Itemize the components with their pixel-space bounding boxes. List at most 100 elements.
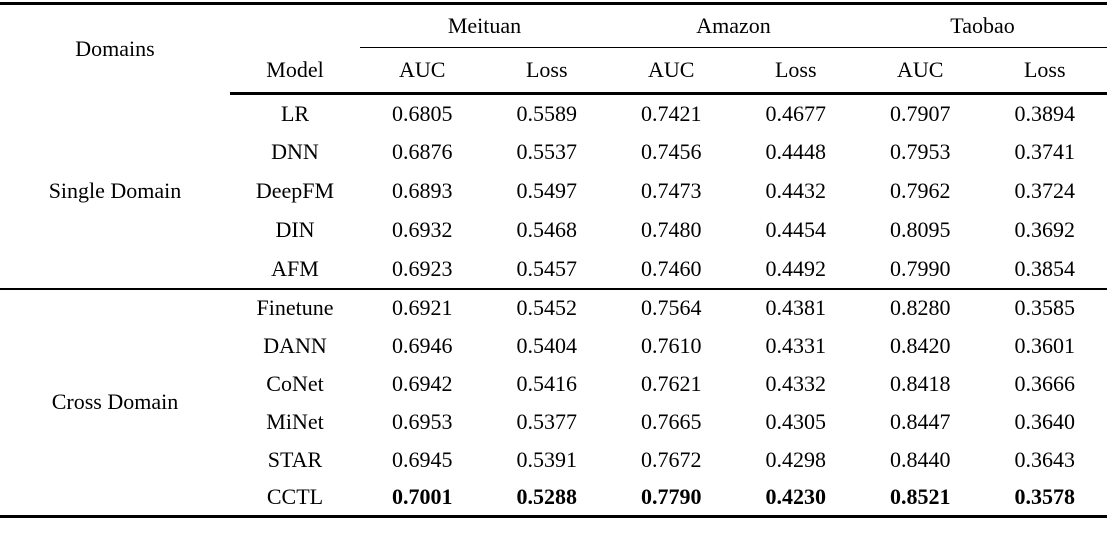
metric-header-row: Model AUC Loss AUC Loss AUC Loss (0, 47, 1107, 95)
metric-value: 0.5457 (516, 255, 578, 281)
header-auc-amazon: AUC (609, 47, 734, 95)
model-name: Finetune (230, 287, 360, 327)
model-name: DIN (275, 217, 315, 242)
domain-label-cross: Cross Domain (0, 287, 230, 517)
metric-value: 0.7962 (890, 178, 951, 203)
metric-value: 0.6942 (392, 370, 453, 396)
metric-value: 0.6932 (392, 217, 453, 242)
metric-value: 0.4454 (765, 217, 827, 242)
metric-value: 0.3854 (1014, 255, 1076, 281)
metric-value: 0.7610 (641, 332, 702, 358)
metric-value: 0.7665 (641, 408, 702, 434)
header-loss-taobao: Loss (982, 47, 1107, 95)
metric-value: 0.5497 (516, 178, 578, 203)
header-loss-meituan: Loss (484, 47, 610, 95)
metric-value: 0.7456 (641, 139, 702, 164)
metric-value: 0.6805 (392, 100, 453, 126)
metric-value: 0.8420 (890, 332, 951, 358)
metric-value: 0.7421 (641, 100, 702, 126)
table-row: DNN 0.6876 0.5537 0.7456 0.4448 0.7953 0… (0, 133, 1107, 172)
model-name: STAR (267, 446, 323, 472)
header-domains: Domains (75, 36, 155, 62)
table-row: Cross Domain Finetune 0.6921 0.5452 0.75… (0, 287, 1107, 517)
table-row: DANN 0.6946 0.5404 0.7610 0.4331 0.8420 … (0, 327, 1107, 365)
metric-value: 0.6946 (392, 332, 453, 358)
metric-value: 0.5377 (516, 408, 578, 434)
results-table-container: Domains Meituan Amazon Taobao Model AUC … (0, 2, 1107, 518)
metric-value: 0.4305 (765, 408, 827, 434)
metric-value: 0.8095 (890, 217, 951, 242)
table-row: Single Domain LR 0.6805 0.5589 0.7421 0.… (0, 94, 1107, 201)
metric-value: 0.5537 (516, 139, 578, 164)
metric-value: 0.4332 (765, 370, 827, 396)
metric-value: 0.8418 (890, 370, 951, 396)
metric-value: 0.7990 (890, 255, 951, 281)
metric-value: 0.7790 (641, 483, 702, 509)
metric-value: 0.7473 (641, 178, 702, 203)
model-name: DeepFM (255, 178, 335, 203)
metric-value: 0.3601 (1014, 332, 1076, 358)
metric-value: 0.4432 (765, 178, 827, 203)
metric-value: 0.6945 (392, 446, 453, 472)
metric-value: 0.7621 (641, 370, 702, 396)
metric-value: 0.8521 (890, 483, 951, 509)
metric-value: 0.7953 (890, 139, 951, 164)
header-loss-amazon: Loss (733, 47, 859, 95)
header-spacer (230, 4, 360, 48)
metric-value: 0.5288 (516, 483, 578, 509)
model-name: DANN (263, 332, 327, 358)
metric-value: 0.3666 (1014, 370, 1076, 396)
group-header-taobao: Taobao (858, 3, 1107, 48)
group-header-amazon: Amazon (609, 3, 859, 48)
metric-value: 0.8447 (890, 408, 951, 434)
metric-value: 0.7480 (641, 217, 702, 242)
metric-value: 0.5589 (516, 100, 578, 126)
model-name: AFM (271, 255, 319, 281)
model-name: CCTL (266, 483, 324, 509)
table-row: STAR 0.6945 0.5391 0.7672 0.4298 0.8440 … (0, 441, 1107, 479)
metric-value: 0.4448 (765, 139, 827, 164)
model-name: LR (280, 100, 310, 126)
metric-value: 0.4331 (765, 332, 827, 358)
metric-value: 0.5404 (516, 332, 578, 358)
header-auc-meituan: AUC (360, 47, 485, 95)
metric-value: 0.4677 (765, 100, 827, 126)
metric-value: 0.7672 (641, 446, 702, 472)
table-row: MiNet 0.6953 0.5377 0.7665 0.4305 0.8447… (0, 403, 1107, 441)
results-table: Domains Meituan Amazon Taobao Model AUC … (0, 2, 1107, 518)
metric-value: 0.4381 (733, 287, 859, 327)
metric-value: 0.8440 (890, 446, 951, 472)
single-domain-section: Single Domain LR 0.6805 0.5589 0.7421 0.… (0, 94, 1107, 289)
metric-value: 0.8280 (858, 287, 983, 327)
metric-value: 0.5416 (516, 370, 578, 396)
group-header-meituan: Meituan (360, 3, 610, 48)
metric-value: 0.6921 (360, 287, 485, 327)
table-row: DeepFM 0.6893 0.5497 0.7473 0.4432 0.796… (0, 172, 1107, 211)
table-header: Domains Meituan Amazon Taobao Model AUC … (0, 3, 1107, 95)
header-model: Model (230, 47, 360, 95)
domain-label-single: Single Domain (48, 177, 182, 203)
metric-value: 0.3578 (1014, 483, 1076, 509)
metric-value: 0.3692 (1014, 217, 1076, 242)
header-auc-taobao: AUC (858, 47, 983, 95)
cross-domain-section: Cross Domain Finetune 0.6921 0.5452 0.75… (0, 287, 1107, 517)
metric-value: 0.7001 (392, 483, 453, 509)
metric-value: 0.7460 (641, 255, 702, 281)
group-header-row: Domains Meituan Amazon Taobao (0, 3, 1107, 60)
metric-value: 0.5468 (516, 217, 578, 242)
metric-value: 0.3640 (1014, 408, 1076, 434)
metric-value: 0.6893 (392, 178, 453, 203)
metric-value: 0.5391 (516, 446, 578, 472)
metric-value: 0.6953 (392, 408, 453, 434)
table-row: AFM 0.6923 0.5457 0.7460 0.4492 0.7990 0… (0, 250, 1107, 289)
metric-value: 0.3585 (982, 287, 1107, 327)
metric-value: 0.4230 (765, 483, 827, 509)
table-row: CoNet 0.6942 0.5416 0.7621 0.4332 0.8418… (0, 365, 1107, 403)
metric-value: 0.3643 (1014, 446, 1076, 472)
metric-value: 0.3724 (1014, 178, 1076, 203)
metric-value: 0.5452 (484, 287, 610, 327)
model-name: CoNet (266, 370, 324, 396)
metric-value: 0.4298 (765, 446, 827, 472)
metric-value: 0.6876 (392, 139, 453, 164)
metric-value: 0.6923 (392, 255, 453, 281)
